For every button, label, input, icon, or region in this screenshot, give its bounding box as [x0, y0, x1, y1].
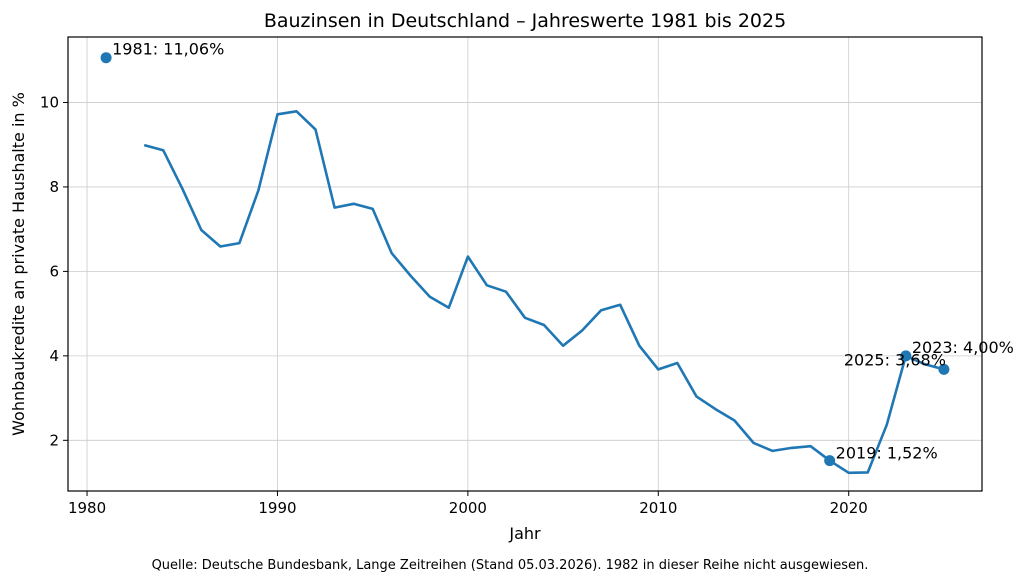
- x-tick-label: 1990: [258, 499, 296, 517]
- point-annotation: 2025: 3,68%: [844, 350, 946, 369]
- x-tick-label: 1980: [68, 499, 106, 517]
- y-tick-label: 10: [40, 93, 59, 111]
- point-annotation: 2019: 1,52%: [836, 444, 938, 463]
- highlight-point: [900, 350, 912, 362]
- plot-frame: [67, 36, 983, 492]
- point-annotation: 1981: 11,06%: [112, 40, 224, 59]
- source-note: Quelle: Deutsche Bundesbank, Lange Zeitr…: [152, 558, 869, 573]
- tick-layer: 1980 1990 2000 2010 2020 2 4 6 8 10: [40, 93, 868, 517]
- x-tick-label: 2020: [830, 499, 868, 517]
- grid-layer: [68, 37, 982, 491]
- x-tick-label: 2010: [639, 499, 677, 517]
- data-layer: 1981: 11,06% 2019: 1,52% 2023: 4,00%2025: …: [100, 40, 1014, 475]
- point-annotation: 2023: 4,00%: [912, 338, 1014, 357]
- x-tick-label: 2000: [449, 499, 487, 517]
- y-tick-label: 6: [49, 262, 59, 280]
- y-tick-label: 8: [49, 178, 59, 196]
- x-axis-label: Jahr: [508, 524, 541, 543]
- series-line: [143, 110, 945, 475]
- y-tick-label: 2: [49, 431, 59, 449]
- y-axis-label: Wohnbaukredite an private Haushalte in %: [9, 92, 28, 436]
- chart-title: Bauzinsen in Deutschland – Jahreswerte 1…: [264, 10, 786, 32]
- highlight-point: [938, 363, 950, 375]
- highlight-point: [824, 455, 836, 467]
- highlight-point: [100, 52, 112, 64]
- y-tick-label: 4: [49, 347, 59, 365]
